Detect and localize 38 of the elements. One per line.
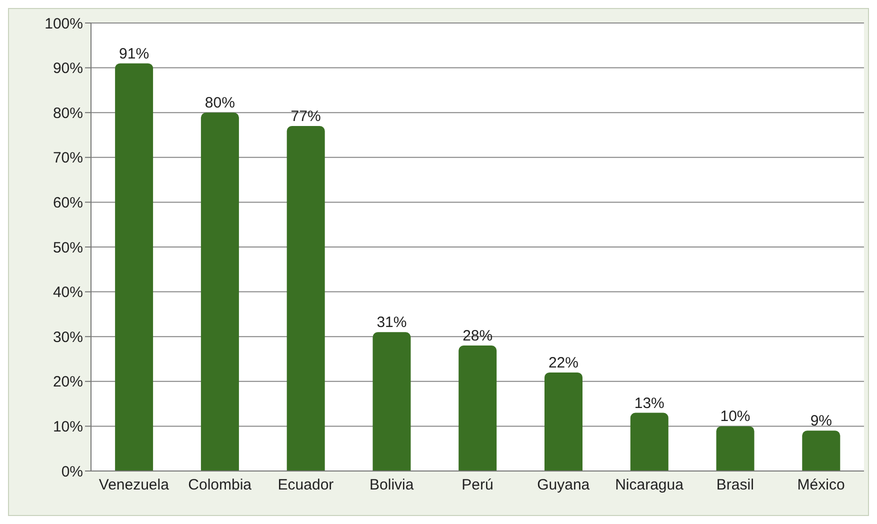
x-tick-label: Bolivia <box>370 476 414 494</box>
x-tick-label: México <box>797 476 845 494</box>
bar <box>115 63 154 471</box>
y-tick-label: 30% <box>52 328 83 346</box>
data-label: 10% <box>720 408 750 426</box>
data-label: 91% <box>119 45 150 62</box>
bar <box>286 126 325 471</box>
y-tick-label: 90% <box>52 60 83 78</box>
x-tick-label: Venezuela <box>98 476 170 494</box>
bar <box>802 430 840 471</box>
data-label: 13% <box>634 394 664 412</box>
bar <box>200 112 239 471</box>
data-label: 31% <box>376 314 407 332</box>
data-label: 28% <box>462 328 493 345</box>
y-tick-label: 10% <box>52 418 83 436</box>
bar <box>716 426 754 471</box>
x-tick-label: Colombia <box>188 476 252 494</box>
y-tick-label: 80% <box>52 104 83 122</box>
bar <box>630 412 668 471</box>
y-tick-label: 50% <box>52 239 83 256</box>
bar <box>544 372 582 471</box>
x-tick-label: Perú <box>462 476 494 494</box>
data-label: 22% <box>548 354 579 372</box>
y-tick-label: 20% <box>52 374 83 391</box>
x-tick-label: Brasil <box>716 476 754 494</box>
data-label: 9% <box>810 412 832 430</box>
y-tick-label: 60% <box>52 194 83 212</box>
x-tick-label: Guyana <box>537 476 590 494</box>
y-tick-label: 40% <box>52 284 83 302</box>
x-tick-label: Ecuador <box>278 476 334 494</box>
bar <box>458 346 497 471</box>
bar <box>372 332 411 471</box>
data-label: 80% <box>204 94 235 112</box>
y-tick-label: 70% <box>52 150 83 167</box>
data-label: 77% <box>290 108 321 126</box>
y-tick-label: 100% <box>44 15 83 32</box>
x-tick-label: Nicaragua <box>615 476 684 494</box>
y-tick-label: 0% <box>61 463 83 480</box>
